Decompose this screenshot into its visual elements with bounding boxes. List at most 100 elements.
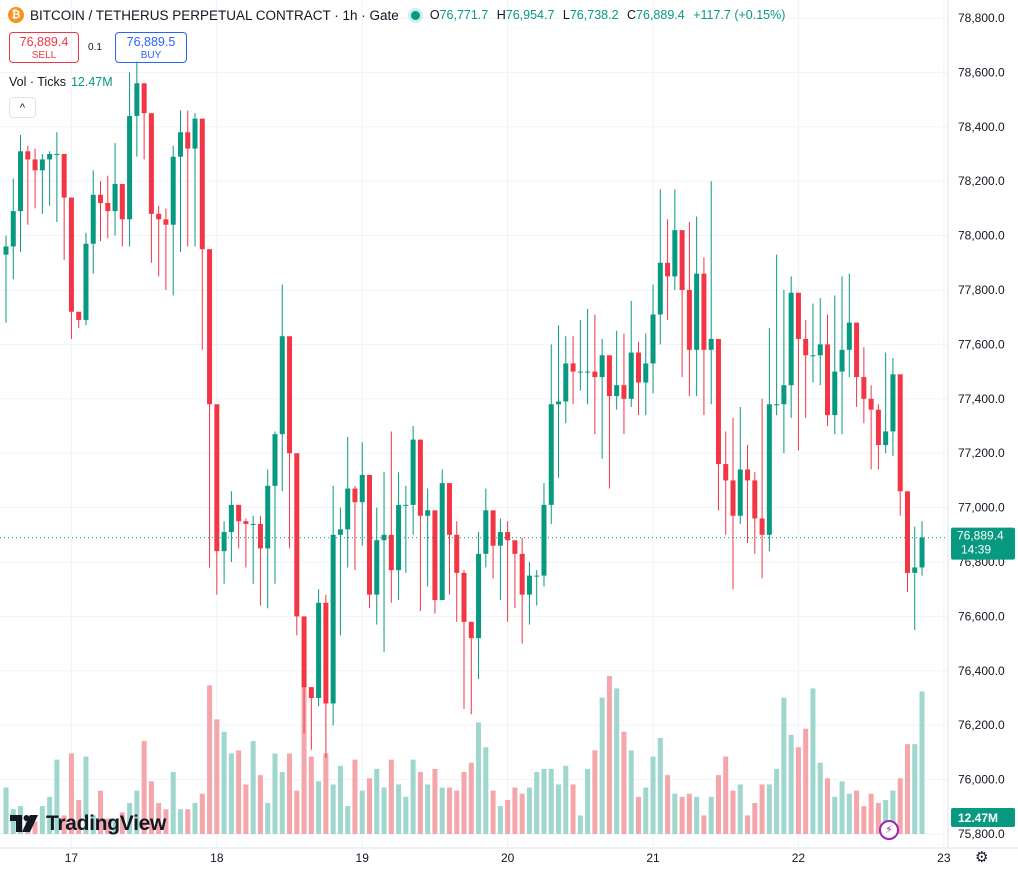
volume-bar: [32, 821, 38, 834]
candle: [163, 208, 169, 290]
candle-body: [3, 246, 9, 255]
lightning-icon[interactable]: ⚡: [879, 820, 899, 840]
volume-bar: [803, 728, 809, 834]
symbol-legend[interactable]: ₿ BITCOIN / TETHERUS PERPETUAL CONTRACT …: [8, 7, 790, 23]
volume-bar: [556, 784, 562, 834]
candle-body: [541, 504, 547, 576]
volume-bar: [199, 793, 205, 834]
change-value: +117.7 (+0.15%): [693, 8, 786, 22]
candle-body: [396, 504, 402, 571]
volume-bar: [287, 753, 293, 834]
candle-body: [701, 273, 707, 350]
volume-bar: [417, 772, 423, 834]
candle: [156, 205, 162, 277]
sell-button[interactable]: 76,889.4 SELL: [9, 32, 79, 63]
volume-bar: [257, 775, 263, 834]
volume-bar: [490, 790, 496, 834]
candle: [897, 374, 903, 516]
volume-bar: [410, 759, 416, 834]
time-axis[interactable]: 17 18 19 20 21 22 23: [65, 851, 951, 865]
candle: [599, 338, 605, 459]
candle: [119, 183, 125, 247]
tradingview-icon: [10, 815, 38, 832]
volume-bar: [585, 768, 591, 834]
candle-body: [672, 230, 678, 277]
candle: [265, 469, 271, 609]
candle-body: [90, 194, 96, 244]
buy-label: BUY: [140, 50, 162, 61]
candle-body: [730, 480, 736, 516]
candle-body: [854, 322, 860, 378]
candle-body: [163, 219, 169, 225]
candle: [134, 61, 140, 157]
volume-bar: [759, 784, 765, 834]
candle: [367, 474, 372, 609]
collapse-legend-button[interactable]: ^: [9, 97, 36, 118]
sell-price: 76,889.4: [19, 35, 69, 49]
candle-body: [257, 523, 263, 549]
candle: [839, 276, 845, 435]
volume-bar: [643, 787, 649, 834]
candle-body: [621, 385, 627, 399]
volume-bar: [904, 744, 910, 834]
volume-bar: [119, 812, 125, 834]
volume-bar: [98, 790, 104, 834]
volume-bar: [919, 691, 925, 834]
volume-bar: [228, 753, 234, 834]
candle: [236, 504, 242, 549]
volume-bar: [730, 790, 736, 834]
candle: [403, 485, 409, 573]
volume-bar: [76, 799, 82, 834]
volume-bar: [83, 756, 89, 834]
candle-body: [505, 532, 511, 541]
volume-bar: [446, 787, 452, 834]
candle-body: [250, 523, 256, 525]
time-tick-label: 22: [792, 851, 806, 865]
volume-bar: [599, 697, 605, 834]
volume-legend[interactable]: Vol · Ticks 12.47M: [9, 75, 113, 89]
volume-last-value: 12.47M: [958, 811, 998, 825]
candle: [185, 110, 191, 247]
candle: [861, 347, 867, 424]
volume-bar: [606, 676, 612, 834]
price-axis[interactable]: 78,800.0 78,600.0 78,400.0 78,200.0 78,000.0…: [958, 11, 1005, 841]
symbol-title[interactable]: BITCOIN / TETHERUS PERPETUAL CONTRACT · …: [30, 7, 399, 23]
volume-bar: [694, 796, 700, 834]
candle: [410, 426, 416, 535]
candle: [68, 197, 74, 339]
candle-body: [417, 439, 423, 516]
candle: [846, 273, 852, 378]
volume-bar: [214, 719, 220, 834]
buy-button[interactable]: 76,889.5 BUY: [115, 32, 187, 63]
candle: [817, 298, 823, 386]
candle-body: [228, 504, 234, 533]
candle-body: [759, 518, 765, 535]
candle-body: [265, 485, 271, 549]
tradingview-name: TradingView: [46, 812, 167, 835]
tradingview-logo[interactable]: TradingView: [10, 812, 166, 836]
candle: [694, 216, 700, 397]
market-status-icon[interactable]: [410, 10, 420, 20]
candle-body: [148, 113, 154, 214]
candle-body: [592, 371, 598, 378]
volume-bar: [236, 750, 242, 834]
gear-icon[interactable]: ⚙: [975, 849, 989, 866]
candle: [919, 521, 925, 576]
volume-bar: [388, 759, 394, 834]
candle: [294, 453, 300, 636]
candle: [25, 145, 31, 225]
candle-body: [287, 336, 293, 454]
candle-body: [643, 363, 649, 383]
candle-body: [810, 355, 816, 357]
candle-body: [432, 510, 438, 601]
volume-bar: [635, 796, 641, 834]
candle-body: [919, 537, 925, 568]
candle: [388, 431, 394, 603]
volume-bar: [279, 772, 285, 834]
volume-bar: [723, 756, 729, 834]
volume-bar: [243, 784, 249, 834]
volume-bar: [432, 768, 438, 834]
candle-body: [883, 431, 889, 446]
volume-bar: [883, 799, 889, 834]
